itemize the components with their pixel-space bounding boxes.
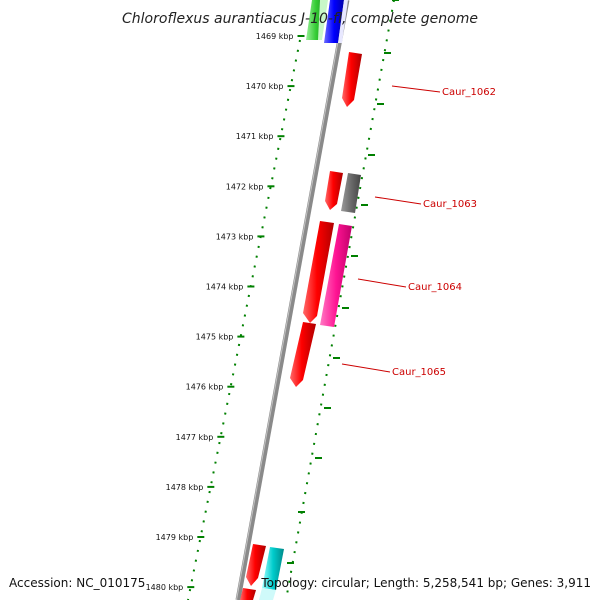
tick-label: 1475 kbp [196,333,234,342]
gene-label[interactable]: Caur_1063 [423,199,477,210]
gene-feature-blue[interactable] [324,0,344,43]
gene-feature-cyan-bottom[interactable] [262,547,284,590]
tick-label: 1476 kbp [186,383,224,392]
gene-feature-red-bottom-b[interactable] [240,588,256,600]
gene-feature-red-1064a[interactable] [303,221,334,323]
tick-label: 1472 kbp [226,182,264,191]
gene-feature-red-1063a[interactable] [325,171,343,210]
tick-label: 1478 kbp [166,483,204,492]
scale-line-outer [285,0,395,600]
genome-backbone [235,0,350,600]
gene-feature-red-bottom-a[interactable] [246,544,266,586]
gene-feature-green-light [318,0,328,40]
tick-label: 1473 kbp [216,232,254,241]
tick-label: 1474 kbp [206,283,244,292]
summary-text: Topology: circular; Length: 5,258,541 bp… [260,576,591,590]
gene-feature-white-cap [338,0,348,43]
gene-label[interactable]: Caur_1064 [408,282,462,293]
feature-track-band [180,0,398,600]
tick-group: 1469 kbp 1470 kbp 1471 kbp 1472 kbp 1473 kbp… [146,32,305,592]
genome-backbone-highlight [236,0,346,600]
map-title: Chloroflexus aurantiacus J-10-fl, comple… [122,11,478,27]
gene-label[interactable]: Caur_1065 [392,367,446,378]
tick-label: 1479 kbp [156,533,194,542]
gene-label-leaders [341,85,441,373]
gene-feature-caur-1064[interactable] [320,224,352,327]
outer-ticks [287,0,399,564]
gene-label[interactable]: Caur_1062 [442,87,496,98]
gene-feature-caur-1062[interactable] [342,52,362,107]
tick-label: 1470 kbp [246,82,284,91]
gene-feature-caur-1063[interactable] [341,173,361,213]
tick-label: 1480 kbp [146,583,184,592]
gene-features [240,0,362,600]
tick-label: 1477 kbp [176,433,214,442]
tick-label: 1469 kbp [256,32,294,41]
tick-label: 1471 kbp [236,132,274,141]
gene-feature-cyan-light [259,588,276,600]
gene-feature-caur-1065[interactable] [290,322,316,387]
accession-text: Accession: NC_010175 [9,576,145,590]
